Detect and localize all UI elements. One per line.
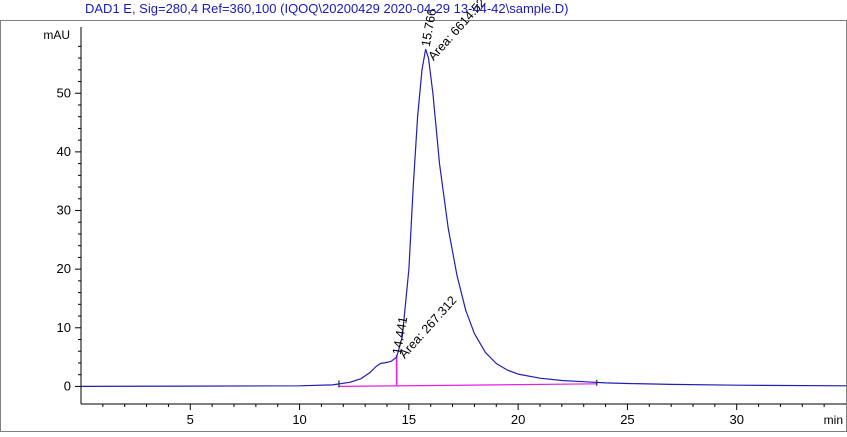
y-tick-label: 10 [57, 320, 71, 335]
y-tick-label: 50 [57, 85, 71, 100]
y-tick-label: 0 [64, 378, 71, 393]
integration-baseline [396, 383, 597, 387]
x-tick-label: 15 [402, 412, 416, 427]
peak-retention-time-label: 14.441 [390, 315, 410, 355]
x-tick-label: 30 [729, 412, 743, 427]
peak-retention-time-label: 15.766 [419, 8, 439, 48]
x-tick-label: 25 [620, 412, 634, 427]
x-tick-label: 10 [292, 412, 306, 427]
y-tick-label: 40 [57, 144, 71, 159]
plot-border [0, 20, 847, 432]
integration-baseline [338, 385, 397, 387]
y-tick-label: 30 [57, 203, 71, 218]
y-tick-label: 20 [57, 261, 71, 276]
x-axis-label: min [824, 413, 843, 427]
x-tick-label: 20 [511, 412, 525, 427]
chart-title: DAD1 E, Sig=280,4 Ref=360,100 (IQOQ\2020… [85, 1, 569, 16]
x-tick-label: 5 [187, 412, 194, 427]
signal-trace [80, 48, 847, 387]
y-axis-label: mAU [43, 28, 70, 42]
